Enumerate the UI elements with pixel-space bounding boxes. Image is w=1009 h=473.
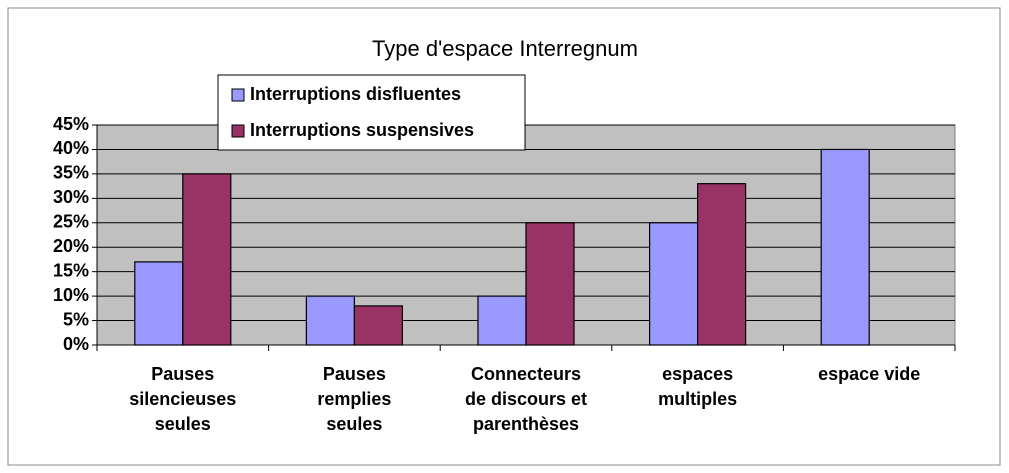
y-tick-label: 20% — [53, 236, 89, 256]
y-tick-label: 5% — [63, 309, 89, 329]
x-tick-label: Connecteurs de discours et parenthèses — [465, 364, 587, 434]
legend-label: Interruptions suspensives — [250, 120, 474, 140]
y-tick-label: 15% — [53, 260, 89, 280]
bar — [696, 183, 747, 346]
y-tick-label: 40% — [53, 138, 89, 158]
y-tick-label: 25% — [53, 212, 89, 232]
chart-title: Type d'espace Interregnum — [372, 36, 638, 61]
x-tick-label: espaces multiples — [658, 364, 737, 409]
bar — [182, 173, 232, 346]
bar — [820, 148, 870, 346]
y-tick-label: 30% — [53, 187, 89, 207]
y-tick-label: 0% — [63, 334, 89, 354]
legend-swatch — [231, 124, 245, 138]
legend-swatch — [231, 88, 245, 102]
bar — [305, 295, 355, 346]
bar — [134, 261, 184, 346]
y-tick-label: 45% — [53, 114, 89, 134]
y-tick-label: 10% — [53, 285, 89, 305]
bar — [525, 222, 575, 346]
x-tick-label: Pauses silencieuses seules — [129, 364, 236, 434]
y-tick-label: 35% — [53, 163, 89, 183]
bar — [648, 222, 699, 346]
x-tick-label: espace vide — [818, 364, 920, 384]
bar — [477, 295, 527, 346]
legend-box — [217, 74, 526, 151]
legend-label: Interruptions disfluentes — [250, 84, 461, 104]
legend: Interruptions disfluentes Interruptions s… — [217, 74, 526, 151]
bar — [353, 305, 403, 346]
x-tick-label: Pauses remplies seules — [317, 364, 391, 434]
